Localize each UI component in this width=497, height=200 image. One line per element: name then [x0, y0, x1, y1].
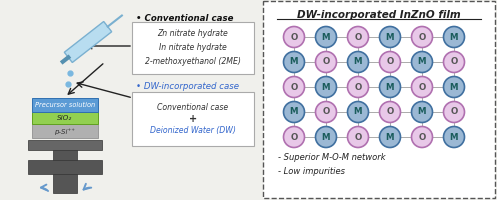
Text: - Superior M-O-M network: - Superior M-O-M network	[278, 154, 386, 162]
Circle shape	[283, 51, 305, 72]
Text: O: O	[290, 32, 298, 42]
Circle shape	[443, 76, 465, 98]
Circle shape	[380, 76, 401, 98]
Text: O: O	[386, 108, 394, 116]
Text: O: O	[450, 108, 458, 116]
FancyBboxPatch shape	[132, 92, 254, 146]
Text: O: O	[323, 108, 330, 116]
Text: Zn nitrate hydrate: Zn nitrate hydrate	[158, 29, 229, 38]
Text: - Low impurities: - Low impurities	[278, 166, 345, 176]
Circle shape	[347, 26, 368, 47]
Circle shape	[316, 102, 336, 122]
Circle shape	[283, 127, 305, 148]
Circle shape	[316, 26, 336, 47]
Text: Deionized Water (DW): Deionized Water (DW)	[150, 127, 236, 136]
Text: +: +	[189, 114, 197, 124]
Text: M: M	[386, 132, 394, 142]
Bar	[32, 98, 98, 112]
Text: Precursor solution: Precursor solution	[35, 102, 95, 108]
Text: M: M	[450, 82, 458, 92]
FancyBboxPatch shape	[132, 22, 254, 74]
Text: M: M	[386, 32, 394, 42]
Circle shape	[412, 26, 432, 47]
Text: O: O	[323, 58, 330, 66]
Circle shape	[380, 51, 401, 72]
Text: DW-incorporated InZnO film: DW-incorporated InZnO film	[297, 10, 461, 20]
Text: M: M	[322, 32, 330, 42]
Circle shape	[380, 26, 401, 47]
Text: M: M	[450, 132, 458, 142]
Text: M: M	[418, 108, 426, 116]
Circle shape	[347, 127, 368, 148]
Circle shape	[380, 102, 401, 122]
Text: O: O	[354, 82, 362, 92]
Text: O: O	[354, 32, 362, 42]
Bar	[53, 148, 77, 193]
Text: O: O	[418, 32, 425, 42]
Text: M: M	[386, 82, 394, 92]
Circle shape	[347, 76, 368, 98]
Circle shape	[443, 51, 465, 72]
FancyBboxPatch shape	[263, 1, 495, 198]
Bar	[28, 140, 102, 150]
Text: M: M	[322, 132, 330, 142]
Circle shape	[380, 127, 401, 148]
Text: O: O	[290, 132, 298, 142]
Text: O: O	[290, 82, 298, 92]
Text: O: O	[386, 58, 394, 66]
Circle shape	[347, 102, 368, 122]
Circle shape	[316, 127, 336, 148]
Circle shape	[443, 26, 465, 47]
Text: M: M	[322, 82, 330, 92]
Text: 2-methoxyethanol (2ME): 2-methoxyethanol (2ME)	[145, 58, 241, 66]
Text: O: O	[418, 132, 425, 142]
Circle shape	[443, 102, 465, 122]
Text: p-Si⁺⁺: p-Si⁺⁺	[55, 129, 76, 135]
Circle shape	[283, 76, 305, 98]
Circle shape	[412, 51, 432, 72]
Text: M: M	[354, 108, 362, 116]
Text: M: M	[290, 108, 298, 116]
Text: O: O	[354, 132, 362, 142]
Text: Conventional case: Conventional case	[158, 102, 229, 112]
Circle shape	[283, 26, 305, 47]
Bar	[32, 112, 98, 124]
Text: O: O	[450, 58, 458, 66]
Bar	[28, 160, 102, 174]
Text: M: M	[290, 58, 298, 66]
Circle shape	[283, 102, 305, 122]
Text: In nitrate hydrate: In nitrate hydrate	[159, 44, 227, 52]
Text: M: M	[418, 58, 426, 66]
Text: M: M	[354, 58, 362, 66]
Text: O: O	[418, 82, 425, 92]
Circle shape	[316, 76, 336, 98]
Circle shape	[443, 127, 465, 148]
Text: • DW-incorporated case: • DW-incorporated case	[136, 82, 239, 91]
Text: • Conventional case: • Conventional case	[136, 14, 234, 23]
Circle shape	[412, 127, 432, 148]
Circle shape	[316, 51, 336, 72]
Circle shape	[347, 51, 368, 72]
Polygon shape	[64, 21, 112, 63]
Text: M: M	[450, 32, 458, 42]
Circle shape	[412, 76, 432, 98]
Text: SiO₂: SiO₂	[57, 116, 73, 121]
Circle shape	[412, 102, 432, 122]
Bar	[32, 124, 98, 138]
